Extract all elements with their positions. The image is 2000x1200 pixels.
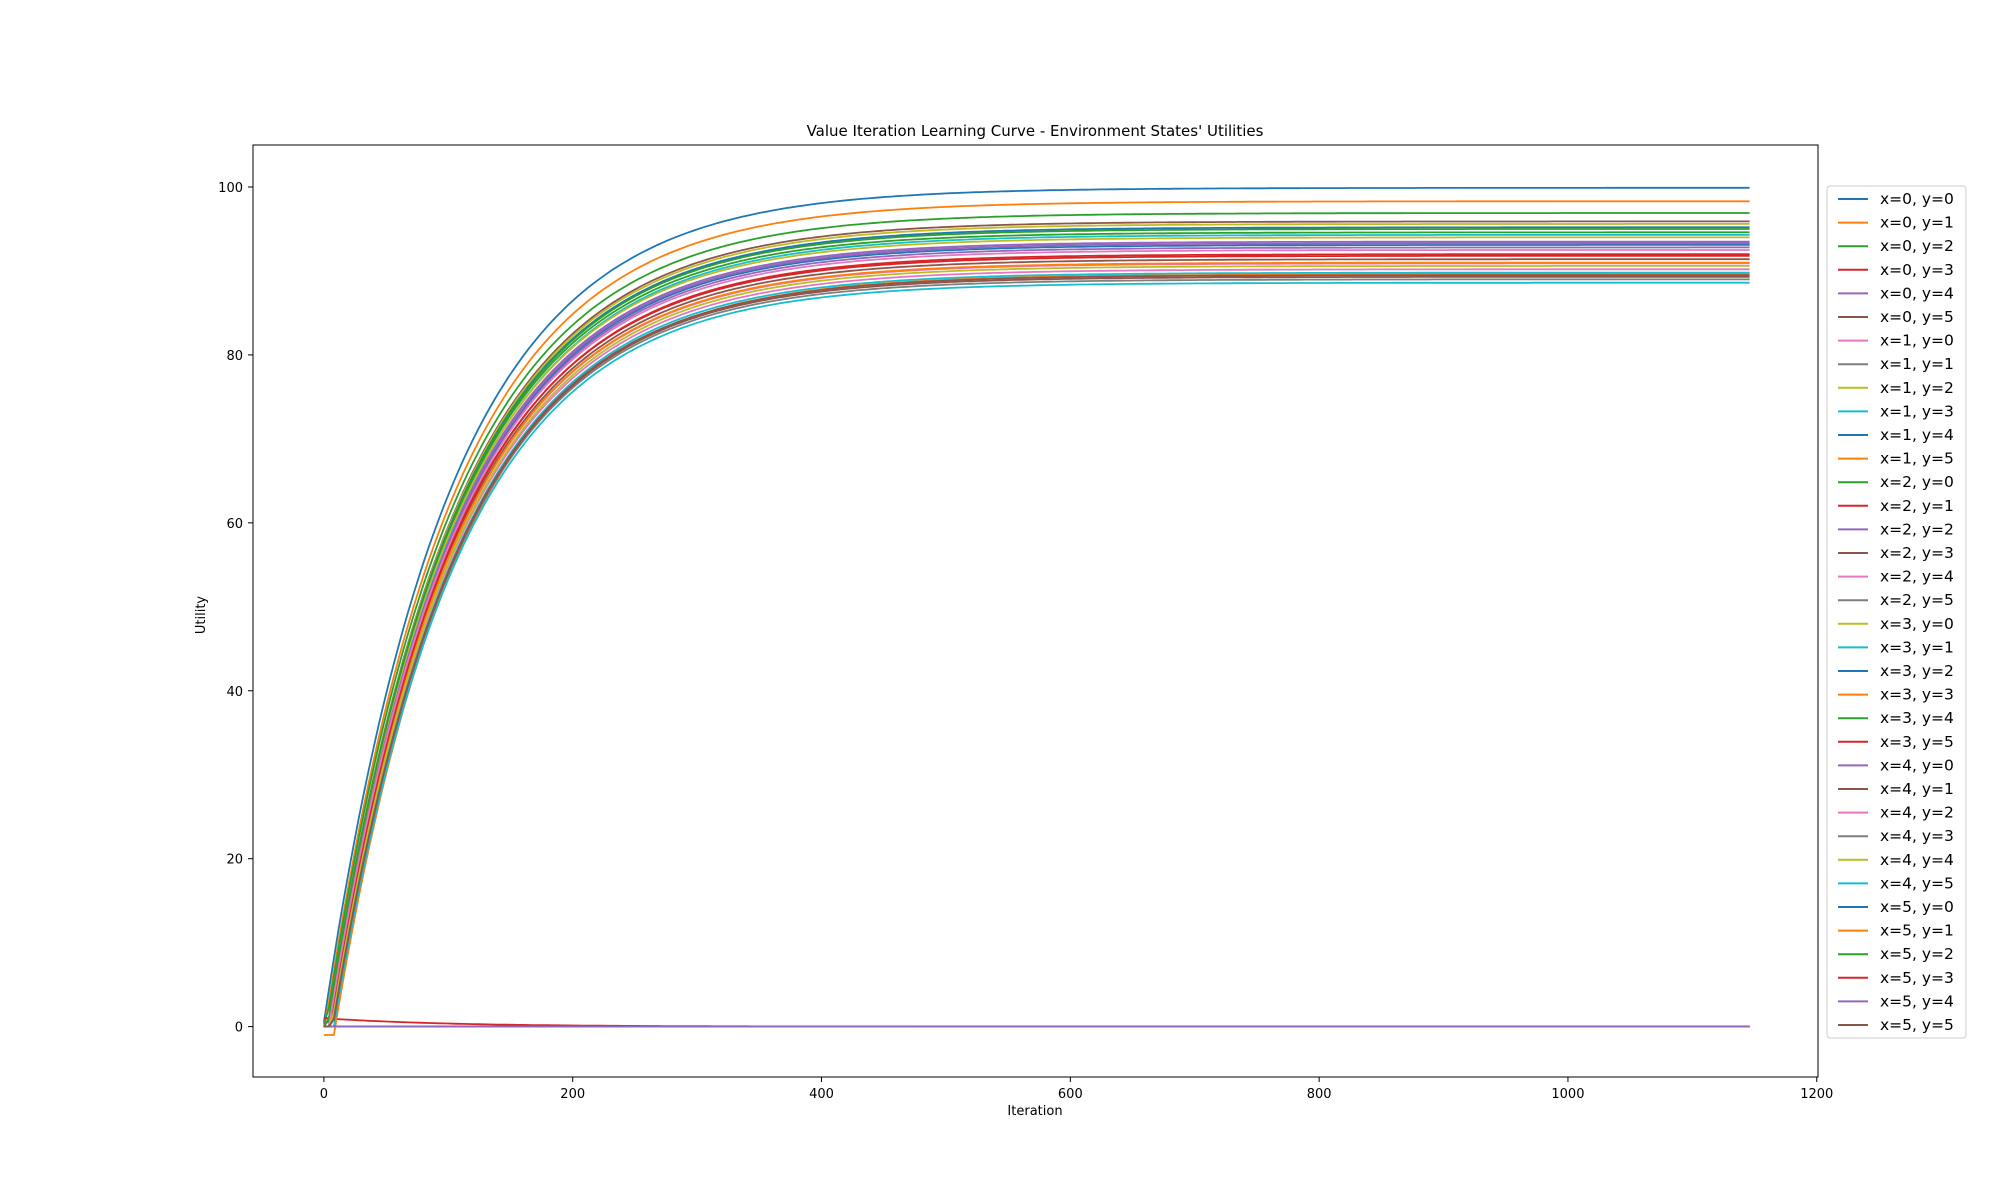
legend-label: x=5, y=3 [1880,969,1954,987]
legend-label: x=3, y=0 [1880,615,1954,633]
legend-label: x=2, y=5 [1880,591,1954,609]
series-line-24 [323,242,1750,1028]
legend-label: x=0, y=5 [1880,308,1954,326]
legend-label: x=4, y=0 [1880,756,1954,774]
y-tick-label: 20 [226,853,243,868]
series-line-17 [323,278,1750,1028]
legend-label: x=1, y=5 [1880,450,1954,468]
legend-label: x=2, y=3 [1880,544,1954,562]
legend-label: x=3, y=2 [1880,662,1954,680]
legend-label: x=5, y=5 [1880,1016,1954,1034]
series-line-12 [323,231,1750,1028]
series-line-25 [323,275,1750,1028]
y-tick-label: 80 [226,349,243,364]
legend-label: x=5, y=1 [1880,922,1954,940]
legend-label: x=3, y=1 [1880,638,1954,656]
legend-label: x=1, y=1 [1880,355,1954,373]
x-tick-label: 1000 [1551,1087,1584,1102]
series-line-19 [323,281,1750,1028]
series-line-0 [323,186,1750,1023]
legend-label: x=0, y=3 [1880,261,1954,279]
series-line-8 [323,222,1750,1028]
legend-label: x=3, y=3 [1880,686,1954,704]
legend-label: x=3, y=5 [1880,733,1954,751]
legend-label: x=1, y=3 [1880,402,1954,420]
series-line-10 [323,226,1750,1028]
y-tick-label: 0 [235,1021,243,1036]
x-tick-label: 600 [1058,1087,1083,1102]
x-tick-label: 0 [320,1087,328,1102]
legend-label: x=2, y=2 [1880,520,1954,538]
legend-label: x=1, y=2 [1880,379,1954,397]
legend-label: x=0, y=1 [1880,214,1954,232]
x-tick-label: 800 [1307,1087,1332,1102]
legend-label: x=3, y=4 [1880,709,1954,727]
series-line-16 [323,268,1750,1028]
legend-label: x=4, y=3 [1880,827,1954,845]
x-tick-label: 1200 [1800,1087,1833,1102]
y-tick-label: 40 [226,685,243,700]
y-tick-label: 100 [218,181,243,196]
x-tick-label: 400 [809,1087,834,1102]
series-line-5 [323,220,1750,1028]
series-line-20 [323,243,1750,1028]
legend-label: x=2, y=4 [1880,568,1954,586]
series-line-26 [323,249,1750,1028]
series-line-18 [323,236,1750,1028]
legend-label: x=5, y=0 [1880,898,1954,916]
legend-label: x=1, y=4 [1880,426,1954,444]
series-line-23 [323,253,1750,1028]
legend-label: x=1, y=0 [1880,332,1954,350]
y-axis-ticks: 0 20 40 60 80 100 [218,181,253,1036]
series-line-28 [323,264,1750,1028]
y-tick-label: 60 [226,517,243,532]
series-line-21 [323,261,1750,1028]
x-axis-label: Iteration [1007,1104,1062,1119]
legend-label: x=2, y=0 [1880,473,1954,491]
series-line-15 [323,258,1750,1028]
y-axis-label: Utility [194,596,209,635]
legend-frame [1826,185,1967,1039]
x-tick-label: 200 [560,1087,585,1102]
legend-label: x=4, y=5 [1880,874,1954,892]
legend-label: x=4, y=1 [1880,780,1954,798]
legend-label: x=0, y=0 [1880,190,1954,208]
chart-title: Value Iteration Learning Curve - Environ… [807,122,1264,140]
legend-label: x=0, y=4 [1880,284,1954,302]
series-line-14 [323,246,1750,1028]
series-lines [323,186,1750,1036]
series-line-22 [323,228,1750,1028]
legend-label: x=5, y=4 [1880,992,1954,1010]
series-line-4 [323,240,1750,1024]
legend-label: x=2, y=1 [1880,497,1954,515]
legend-label: x=0, y=2 [1880,237,1954,255]
legend-label: x=5, y=2 [1880,945,1954,963]
legend-label: x=4, y=2 [1880,804,1954,822]
series-line-35 [323,274,1750,1028]
series-line-1 [323,200,1750,1027]
x-axis-ticks: 0 200 400 600 800 1000 1200 [320,1077,1833,1102]
legend-items: x=0, y=0 x=0, y=1 x=0, y=2 x=0, y=3 x=0, y=4… [1838,190,1954,1034]
plot-area-frame [252,144,1819,1078]
series-line-29 [323,271,1750,1028]
legend-label: x=4, y=4 [1880,851,1954,869]
legend: x=0, y=0 x=0, y=1 x=0, y=2 x=0, y=3 x=0, y=4… [1826,185,1967,1039]
series-line-2 [323,212,1750,1025]
